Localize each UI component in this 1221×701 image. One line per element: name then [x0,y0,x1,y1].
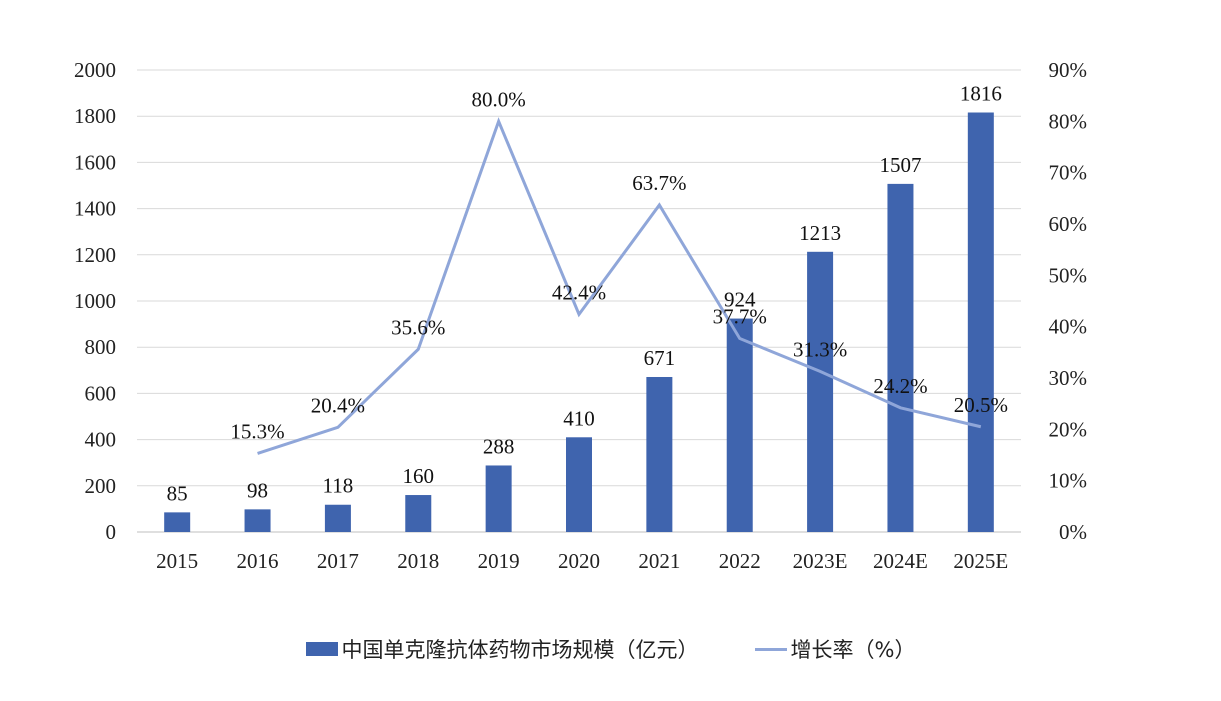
legend-label-line: 增长率（%） [790,638,916,662]
line-label: 35.6% [391,315,445,339]
y-tick-label: 1200 [74,243,116,267]
bar [566,437,592,532]
line-label: 20.4% [311,393,365,417]
x-tick-label: 2025E [953,549,1008,573]
bar [405,495,432,532]
y2-tick-label: 20% [1049,417,1088,441]
bar [726,318,753,532]
bar [244,509,271,532]
y-tick-label: 1800 [74,104,116,128]
y-tick-label: 1400 [74,197,116,221]
legend-swatch-line [754,647,787,651]
y-tick-label: 400 [85,428,117,452]
growth-line [257,117,982,455]
legend-item-line: 增长率（%） [754,634,916,664]
line-label: 37.7% [713,304,767,328]
y-tick-label: 1600 [74,150,116,174]
y2-tick-label: 50% [1049,263,1088,287]
bar-label: 98 [247,478,268,502]
line-label: 24.2% [873,374,927,398]
bar-label: 118 [323,474,354,498]
bar-label: 671 [644,346,676,370]
y-tick-label: 600 [85,381,117,405]
bar [967,112,994,532]
y-tick-label: 1000 [74,289,116,313]
bar [646,376,673,532]
y2-tick-label: 80% [1049,109,1088,133]
x-tick-label: 2018 [397,549,439,573]
x-tick-label: 2015 [156,549,198,573]
bar [807,251,834,532]
legend-label-bar: 中国单克隆抗体药物市场规模（亿元） [341,638,699,662]
bar [324,504,351,532]
bar-label: 85 [167,481,188,505]
y-tick-label: 2000 [74,58,116,82]
x-tick-label: 2022 [719,549,761,573]
y2-tick-label: 10% [1049,469,1088,493]
y2-tick-label: 60% [1049,212,1088,236]
bar [164,512,191,532]
y2-tick-label: 30% [1049,366,1088,390]
bar-label: 160 [403,464,435,488]
line-label: 15.3% [230,419,284,443]
x-tick-label: 2016 [237,549,279,573]
legend-item-bar: 中国单克隆抗体药物市场规模（亿元） [305,634,699,664]
x-tick-label: 2019 [478,549,520,573]
bar-label: 1213 [799,221,841,245]
bar [485,465,512,532]
x-tick-label: 2024E [873,549,928,573]
line-label: 20.5% [954,393,1008,417]
line-label: 31.3% [793,337,847,361]
x-tick-label: 2023E [793,549,848,573]
y2-tick-label: 70% [1049,161,1088,185]
line-label: 63.7% [632,171,686,195]
line-label: 42.4% [552,280,606,304]
y-tick-label: 200 [85,474,117,498]
bar-label: 1816 [960,82,1002,106]
x-tick-label: 2020 [558,549,600,573]
bar-label: 1507 [879,153,921,177]
x-tick-label: 2021 [638,549,680,573]
y2-tick-label: 40% [1049,315,1088,339]
bar-label: 924 [724,288,756,312]
y2-tick-label: 0% [1059,520,1087,544]
y-tick-label: 0 [106,520,117,544]
x-tick-label: 2017 [317,549,359,573]
legend-swatch-bar [305,642,338,656]
bar [887,183,914,532]
y-tick-label: 800 [85,335,117,359]
bar-label: 410 [563,406,595,430]
legend: 中国单克隆抗体药物市场规模（亿元） 增长率（%） [0,634,1221,664]
line-label: 80.0% [472,87,526,111]
bar-label: 288 [483,434,515,458]
y2-tick-label: 90% [1049,58,1088,82]
